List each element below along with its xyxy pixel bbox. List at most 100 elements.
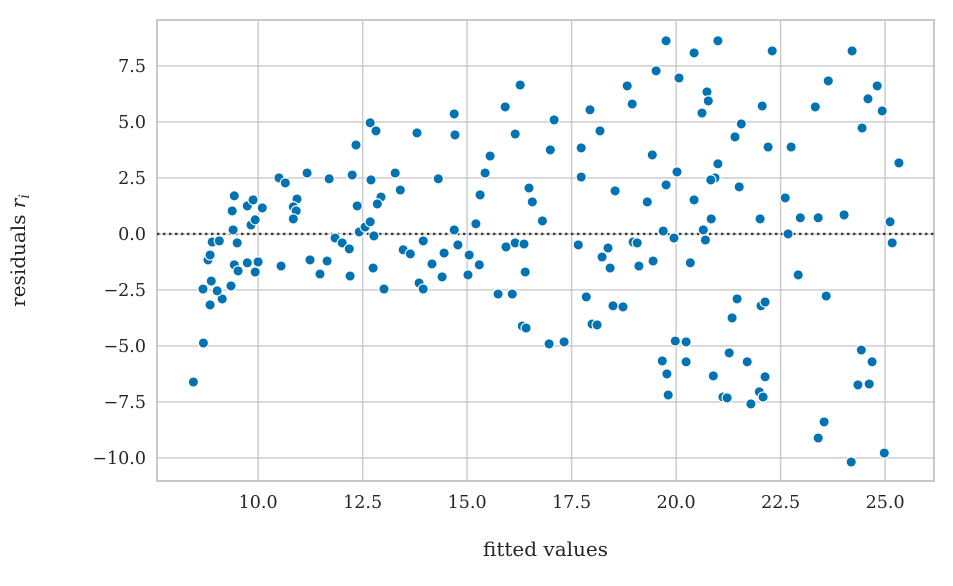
data-point [604, 262, 616, 274]
data-point [705, 213, 717, 225]
data-point [470, 218, 482, 230]
data-point [779, 192, 791, 204]
data-point [226, 205, 238, 217]
y-tick-label: 0.0 [118, 225, 146, 245]
data-point [646, 149, 658, 161]
data-point [702, 95, 714, 107]
data-point [449, 129, 461, 141]
data-point [304, 254, 316, 266]
x-axis-label: fitted values [483, 537, 608, 561]
data-point [580, 291, 592, 303]
data-point [462, 269, 474, 281]
data-point [688, 47, 700, 59]
data-point [893, 157, 905, 169]
data-point [596, 251, 608, 263]
data-point [548, 114, 560, 126]
data-point [463, 249, 475, 261]
data-point [368, 230, 380, 242]
data-point [723, 347, 735, 359]
data-point [668, 232, 680, 244]
data-point [452, 239, 464, 251]
data-point [417, 235, 429, 247]
data-point [509, 128, 521, 140]
data-point [684, 257, 696, 269]
data-point [252, 256, 264, 268]
data-point [205, 275, 217, 287]
data-point [661, 368, 673, 380]
data-point [256, 202, 268, 214]
data-point [213, 235, 225, 247]
data-point [197, 283, 209, 295]
data-point [232, 265, 244, 277]
data-point [673, 72, 685, 84]
data-point [343, 243, 355, 255]
y-tick-labels: 7.5 5.0 2.5 0.0 −2.5 −5.0 −7.5 −10.0 [92, 57, 146, 469]
data-point [680, 336, 692, 348]
data-point [544, 144, 556, 156]
data-point [822, 75, 834, 87]
data-point [602, 242, 614, 254]
data-point [846, 45, 858, 57]
data-point [662, 389, 674, 401]
data-point [631, 237, 643, 249]
data-point [492, 288, 504, 300]
data-point [855, 344, 867, 356]
data-point [187, 376, 200, 388]
data-point [216, 293, 228, 305]
data-point [350, 139, 362, 151]
data-point [336, 237, 348, 249]
data-point [370, 125, 382, 137]
x-tick-labels: 10.0 12.5 15.0 17.5 20.0 22.5 25.0 [239, 493, 905, 513]
data-point [866, 356, 878, 368]
data-point [365, 174, 377, 186]
data-point [438, 247, 450, 259]
grid-lines [157, 20, 934, 481]
data-point [757, 391, 769, 403]
data-point [871, 80, 883, 92]
data-point [473, 259, 485, 271]
data-point [680, 356, 692, 368]
x-tick-label: 17.5 [552, 493, 591, 513]
data-point [669, 335, 681, 347]
y-tick-label: −10.0 [92, 449, 146, 469]
data-point [323, 173, 335, 185]
x-tick-label: 15.0 [448, 493, 487, 513]
data-point [660, 35, 672, 47]
data-point [241, 257, 253, 269]
data-point [650, 65, 662, 77]
data-point [782, 228, 794, 240]
data-point [884, 216, 896, 228]
data-point [794, 212, 806, 224]
data-point [809, 101, 821, 113]
x-tick-label: 22.5 [761, 493, 800, 513]
data-point [812, 212, 824, 224]
data-point [543, 338, 555, 350]
data-point [367, 262, 379, 274]
data-point [759, 296, 771, 308]
data-point [558, 336, 570, 348]
data-point [394, 184, 406, 196]
data-point [584, 104, 596, 116]
data-point [820, 290, 832, 302]
data-point [696, 107, 708, 119]
data-point [314, 268, 326, 280]
data-point [641, 196, 653, 208]
data-point [812, 432, 824, 444]
data-point [523, 182, 535, 194]
x-tick-label: 10.0 [239, 493, 278, 513]
data-point [249, 266, 261, 278]
data-point [876, 105, 888, 117]
data-point [863, 378, 875, 390]
data-point [275, 260, 287, 272]
data-point [572, 239, 584, 251]
data-point [287, 213, 299, 225]
data-point [520, 322, 532, 334]
data-point [204, 249, 216, 261]
data-point [500, 241, 512, 253]
data-point [733, 181, 745, 193]
y-tick-label: 7.5 [118, 57, 146, 77]
data-point [321, 255, 333, 267]
data-point [712, 35, 724, 47]
data-point [448, 108, 460, 120]
